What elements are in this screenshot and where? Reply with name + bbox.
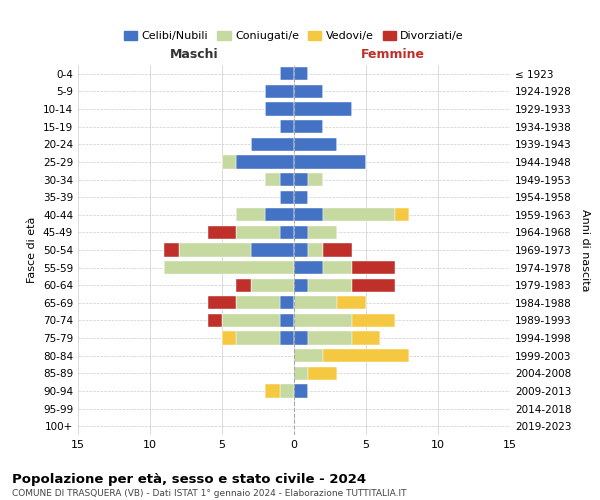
Bar: [323, 208, 395, 222]
Bar: [208, 314, 222, 327]
Bar: [294, 314, 352, 327]
Bar: [265, 85, 294, 98]
Y-axis label: Fasce di età: Fasce di età: [28, 217, 37, 283]
Bar: [308, 332, 352, 344]
Bar: [294, 261, 323, 274]
Bar: [395, 208, 409, 222]
Bar: [280, 314, 294, 327]
Bar: [280, 296, 294, 310]
Bar: [236, 332, 280, 344]
Bar: [236, 226, 280, 239]
Bar: [294, 349, 323, 362]
Bar: [294, 85, 323, 98]
Bar: [308, 366, 337, 380]
Bar: [236, 156, 294, 168]
Bar: [208, 296, 236, 310]
Bar: [352, 314, 395, 327]
Bar: [294, 102, 352, 116]
Bar: [294, 67, 308, 80]
Bar: [265, 173, 280, 186]
Bar: [294, 366, 308, 380]
Bar: [294, 173, 308, 186]
Bar: [222, 332, 236, 344]
Bar: [280, 120, 294, 134]
Bar: [280, 67, 294, 80]
Bar: [294, 296, 337, 310]
Text: Femmine: Femmine: [361, 48, 425, 62]
Text: COMUNE DI TRASQUERA (VB) - Dati ISTAT 1° gennaio 2024 - Elaborazione TUTTITALIA.: COMUNE DI TRASQUERA (VB) - Dati ISTAT 1°…: [12, 489, 407, 498]
Bar: [280, 332, 294, 344]
Bar: [294, 156, 366, 168]
Bar: [236, 278, 251, 292]
Bar: [323, 244, 352, 256]
Bar: [294, 208, 323, 222]
Bar: [208, 226, 236, 239]
Bar: [265, 384, 280, 398]
Bar: [352, 261, 395, 274]
Bar: [323, 349, 409, 362]
Text: Maschi: Maschi: [170, 48, 219, 62]
Bar: [294, 278, 308, 292]
Bar: [323, 261, 352, 274]
Text: Popolazione per età, sesso e stato civile - 2024: Popolazione per età, sesso e stato civil…: [12, 472, 366, 486]
Bar: [337, 296, 366, 310]
Bar: [164, 244, 179, 256]
Bar: [179, 244, 251, 256]
Bar: [294, 244, 308, 256]
Bar: [308, 244, 323, 256]
Bar: [294, 226, 308, 239]
Bar: [294, 138, 337, 151]
Bar: [280, 384, 294, 398]
Bar: [236, 208, 265, 222]
Bar: [251, 244, 294, 256]
Bar: [294, 120, 323, 134]
Bar: [251, 138, 294, 151]
Bar: [222, 314, 280, 327]
Bar: [308, 226, 337, 239]
Legend: Celibi/Nubili, Coniugati/e, Vedovi/e, Divorziati/e: Celibi/Nubili, Coniugati/e, Vedovi/e, Di…: [119, 26, 469, 46]
Bar: [308, 173, 323, 186]
Bar: [265, 208, 294, 222]
Bar: [352, 332, 380, 344]
Bar: [294, 384, 308, 398]
Bar: [352, 278, 395, 292]
Bar: [294, 190, 308, 204]
Bar: [280, 190, 294, 204]
Bar: [251, 278, 294, 292]
Bar: [164, 261, 294, 274]
Bar: [280, 226, 294, 239]
Bar: [236, 296, 280, 310]
Bar: [222, 156, 236, 168]
Y-axis label: Anni di nascita: Anni di nascita: [580, 209, 590, 291]
Bar: [294, 332, 308, 344]
Bar: [265, 102, 294, 116]
Bar: [308, 278, 352, 292]
Bar: [280, 173, 294, 186]
